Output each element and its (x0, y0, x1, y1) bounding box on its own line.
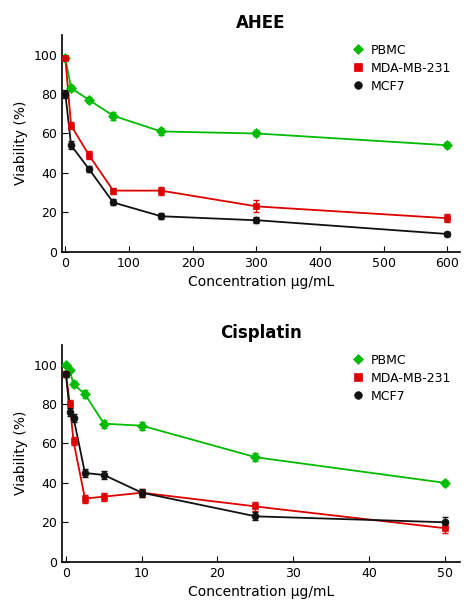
MCF7 (63, 371, 69, 378)
MDA-MB-231 (67, 400, 73, 408)
MCF7 (253, 512, 258, 520)
MDA-MB-231 (101, 493, 107, 500)
MCF7 (68, 142, 74, 149)
MDA-MB-231 (86, 151, 92, 159)
X-axis label: Concentration μg/mL: Concentration μg/mL (188, 275, 334, 289)
PBMC (139, 422, 145, 429)
MDA-MB-231 (253, 503, 258, 510)
MDA-MB-231 (82, 495, 88, 502)
X-axis label: Concentration μg/mL: Concentration μg/mL (188, 585, 334, 599)
MCF7 (86, 166, 92, 173)
PBMC (86, 96, 92, 104)
PBMC (110, 112, 116, 120)
MCF7 (444, 230, 450, 238)
MDA-MB-231 (110, 187, 116, 194)
MDA-MB-231 (139, 489, 145, 497)
MCF7 (63, 90, 68, 97)
Line: MDA-MB-231: MDA-MB-231 (63, 371, 448, 531)
PBMC (71, 381, 76, 388)
PBMC (254, 130, 259, 137)
MCF7 (71, 414, 76, 421)
MCF7 (139, 489, 145, 497)
PBMC (158, 128, 164, 135)
PBMC (68, 85, 74, 92)
PBMC (63, 361, 69, 368)
PBMC (101, 420, 107, 427)
PBMC (63, 55, 68, 62)
PBMC (67, 367, 73, 374)
PBMC (444, 142, 450, 149)
Title: Cisplatin: Cisplatin (220, 324, 302, 342)
MDA-MB-231 (444, 215, 450, 222)
PBMC (442, 479, 447, 487)
MCF7 (82, 470, 88, 477)
Y-axis label: Viability (%): Viability (%) (14, 411, 28, 495)
Legend: PBMC, MDA-MB-231, MCF7: PBMC, MDA-MB-231, MCF7 (348, 351, 454, 405)
Line: MCF7: MCF7 (62, 91, 451, 237)
MDA-MB-231 (71, 438, 76, 445)
PBMC (82, 390, 88, 398)
Y-axis label: Viability (%): Viability (%) (14, 101, 28, 186)
MCF7 (442, 519, 447, 526)
MDA-MB-231 (254, 203, 259, 210)
MCF7 (67, 408, 73, 416)
MDA-MB-231 (63, 371, 69, 378)
MDA-MB-231 (158, 187, 164, 194)
Title: AHEE: AHEE (237, 14, 286, 32)
MCF7 (254, 216, 259, 224)
Line: MCF7: MCF7 (63, 371, 448, 526)
Line: MDA-MB-231: MDA-MB-231 (62, 55, 451, 222)
MDA-MB-231 (63, 55, 68, 62)
MDA-MB-231 (442, 525, 447, 532)
PBMC (253, 454, 258, 461)
MCF7 (110, 199, 116, 206)
Line: PBMC: PBMC (62, 55, 451, 149)
MCF7 (101, 471, 107, 479)
Legend: PBMC, MDA-MB-231, MCF7: PBMC, MDA-MB-231, MCF7 (348, 41, 454, 95)
MCF7 (158, 213, 164, 220)
MDA-MB-231 (68, 122, 74, 129)
Line: PBMC: PBMC (63, 361, 448, 486)
